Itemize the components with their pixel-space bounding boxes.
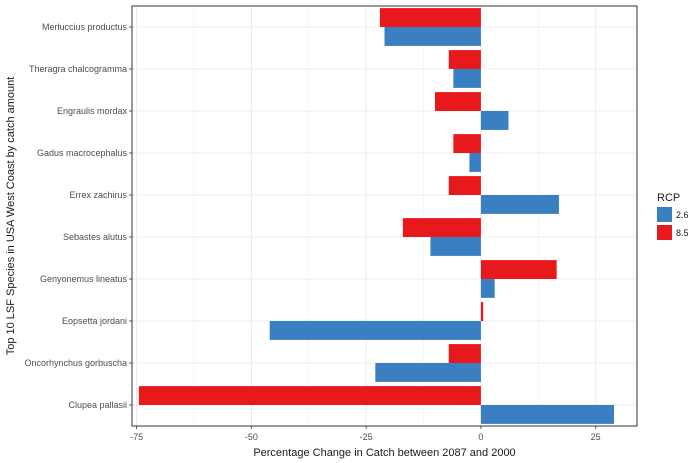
legend: RCP 2.6 8.5 bbox=[657, 192, 689, 240]
y-tick-label: Genyonemus lineatus bbox=[40, 274, 128, 284]
x-tick-label: -25 bbox=[360, 432, 373, 442]
y-tick-label: Theragra chalcogramma bbox=[29, 64, 127, 74]
bars bbox=[138, 8, 615, 424]
bar-2-6-2 bbox=[453, 69, 481, 88]
y-axis: Merluccius productus Theragra chalcogramm… bbox=[24, 22, 132, 410]
legend-key-8-5 bbox=[657, 225, 672, 240]
bar-2-6-5 bbox=[480, 195, 559, 214]
bar-2-6-4 bbox=[469, 153, 481, 172]
y-tick-label: Errex zachirus bbox=[69, 190, 127, 200]
y-tick-label: Sebastes alutus bbox=[63, 232, 128, 242]
x-tick-label: 0 bbox=[478, 432, 483, 442]
bar-2-6-9 bbox=[375, 363, 481, 382]
bar-2-6-3 bbox=[480, 111, 509, 130]
bar-8-5-6 bbox=[402, 218, 481, 237]
x-axis: -75 -50 -25 0 25 bbox=[130, 426, 601, 442]
y-tick-label: Clupea pallasii bbox=[68, 400, 127, 410]
bar-2-6-1 bbox=[384, 27, 481, 46]
bar-2-6-8 bbox=[269, 321, 481, 340]
bar-8-5-1 bbox=[379, 8, 481, 28]
y-tick-label: Eopsetta jordani bbox=[62, 316, 127, 326]
y-axis-title: Top 10 LSF Species in USA West Coast by … bbox=[5, 77, 17, 356]
bar-8-5-3 bbox=[435, 92, 481, 111]
legend-label: 8.5 bbox=[676, 228, 689, 238]
legend-title: RCP bbox=[657, 192, 680, 204]
x-tick-label: -50 bbox=[245, 432, 258, 442]
x-tick-label: -75 bbox=[130, 432, 143, 442]
bar-2-6-10 bbox=[480, 405, 615, 424]
bar-8-5-9 bbox=[448, 344, 481, 363]
bar-8-5-8 bbox=[480, 302, 484, 321]
bar-2-6-7 bbox=[480, 279, 495, 298]
bar-2-6-6 bbox=[430, 237, 481, 256]
plot-background bbox=[132, 6, 637, 426]
x-axis-title: Percentage Change in Catch between 2087 … bbox=[253, 447, 515, 459]
legend-label: 2.6 bbox=[676, 210, 689, 220]
bar-8-5-10 bbox=[138, 386, 481, 405]
y-tick-label: Gadus macrocephalus bbox=[37, 148, 128, 158]
bar-8-5-5 bbox=[448, 176, 481, 195]
y-tick-label: Engraulis mordax bbox=[57, 106, 128, 116]
bar-8-5-7 bbox=[480, 260, 557, 279]
legend-key-2-6 bbox=[657, 207, 672, 222]
y-tick-label: Oncorhynchus gorbuscha bbox=[24, 358, 127, 368]
x-tick-label: 25 bbox=[591, 432, 601, 442]
bar-8-5-2 bbox=[448, 50, 481, 69]
y-tick-label: Merluccius productus bbox=[42, 22, 128, 32]
bar-8-5-4 bbox=[453, 134, 481, 153]
plot-border bbox=[131, 5, 638, 427]
